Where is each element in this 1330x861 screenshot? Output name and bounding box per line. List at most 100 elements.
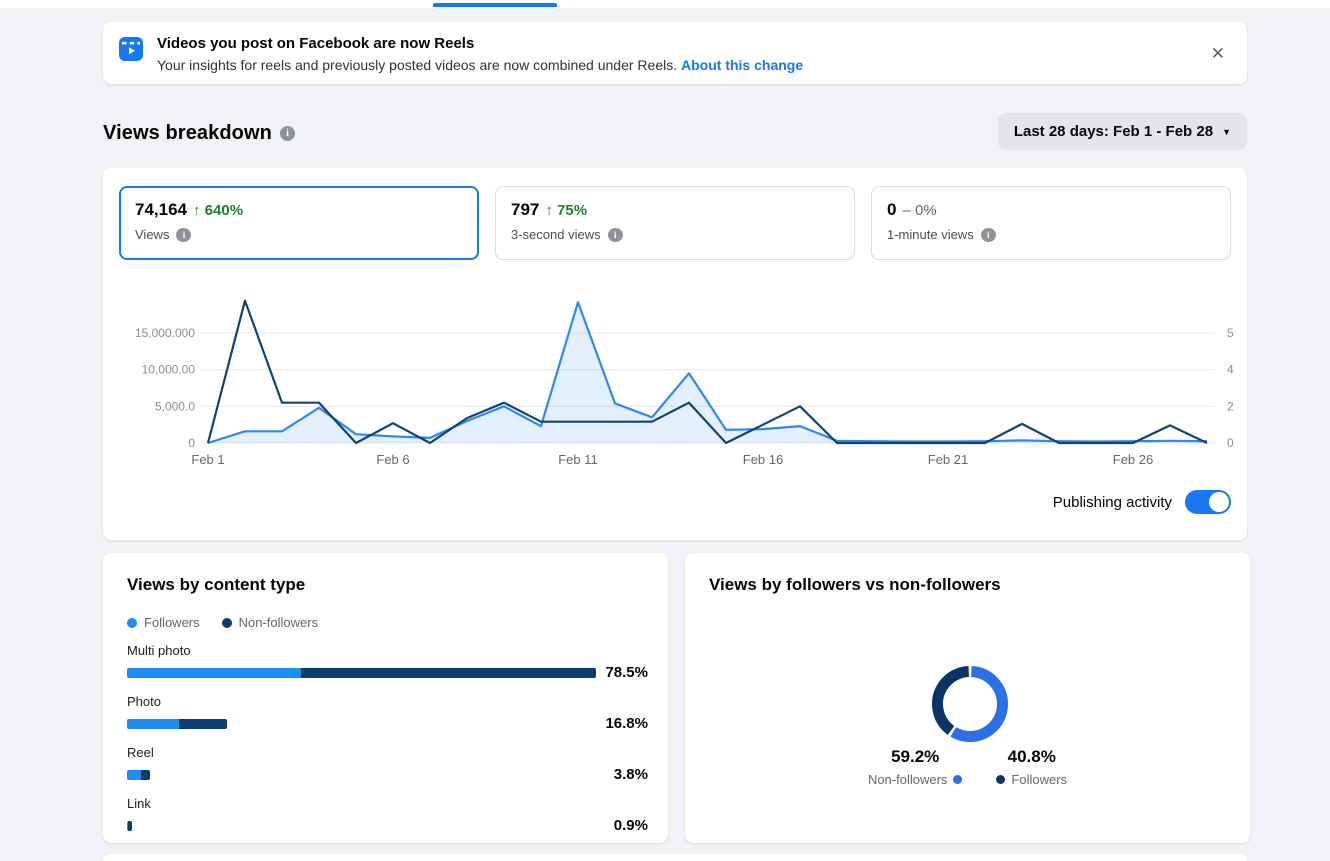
content-type-value: 0.9% (613, 817, 648, 834)
y-axis-right-tick: 5 (1227, 326, 1234, 340)
stat-delta-value: 75% (557, 202, 588, 219)
views-area-fill (208, 302, 1207, 443)
content-type-value: 78.5% (605, 664, 648, 681)
toggle-knob (1209, 492, 1229, 512)
views-line-chart: 15,000.000 5 10,000.00 4 5,000.0 2 0 0 Feb 1 Feb … (103, 268, 1247, 478)
dash-icon: – (902, 202, 911, 219)
publishing-activity-toggle-row: Publishing activity (1053, 490, 1231, 514)
donut-legend-item: 59.2% Non-followers (868, 747, 963, 787)
banner-body-text: Your insights for reels and previously p… (157, 57, 678, 73)
content-type-bars: Multi photo 78.5% Photo 16.8% Reel (127, 643, 652, 834)
top-tab-strip (0, 0, 1330, 8)
legend-dot-icon (127, 617, 137, 628)
stat-delta-value: 0% (914, 202, 937, 219)
donut-percentage: 59.2% (891, 747, 940, 766)
y-axis-left-tick: 5,000.0 (155, 399, 195, 413)
y-axis-right-tick: 2 (1227, 399, 1234, 413)
followers-segment (127, 718, 180, 729)
x-axis-tick: Feb 16 (743, 452, 783, 467)
followers-donut-chart (925, 659, 1015, 749)
x-axis-tick: Feb 1 (191, 452, 224, 467)
stat-card-views[interactable]: 74,164 ↑ 640% Views i (119, 186, 479, 260)
legend-item-followers: Followers (127, 615, 200, 630)
section-header: Views breakdown i Last 28 days: Feb 1 - … (103, 113, 1247, 153)
close-icon[interactable]: ✕ (1210, 44, 1225, 63)
arrow-up-icon: ↑ (545, 202, 553, 219)
legend-dot-icon (996, 775, 1006, 784)
content-type-label: Photo (127, 694, 161, 709)
views-breakdown-card: 74,164 ↑ 640% Views i 797 ↑ 75% 3-second vi… (103, 168, 1247, 540)
y-axis-left-tick: 15,000.000 (135, 326, 195, 340)
content-type-bar (127, 820, 133, 831)
content-type-legend: Followers Non-followers (127, 615, 652, 630)
content-type-bar (127, 667, 596, 678)
donut-label: Followers (996, 772, 1067, 787)
content-type-row: Multi photo 78.5% (127, 643, 652, 681)
y-axis-right-tick: 0 (1227, 436, 1234, 450)
stat-delta: ↑ 75% (545, 202, 587, 219)
non-followers-segment (128, 820, 133, 831)
info-icon[interactable]: i (279, 125, 295, 141)
followers-segment (127, 769, 141, 780)
content-type-value: 16.8% (605, 715, 648, 732)
y-axis-right-tick: 4 (1227, 363, 1234, 377)
donut-legend-item: 40.8% Followers (996, 747, 1067, 787)
date-range-label: Last 28 days: Feb 1 - Feb 28 (1013, 123, 1214, 140)
card-title: Views by followers vs non-followers (709, 575, 1001, 594)
x-axis-tick: Feb 11 (558, 452, 598, 467)
stat-card-3-second-views[interactable]: 797 ↑ 75% 3-second views i (495, 186, 855, 260)
stat-label-text: 3-second views (511, 227, 601, 242)
stat-value: 74,164 (135, 200, 187, 219)
date-range-selector[interactable]: Last 28 days: Feb 1 - Feb 28 ▼ (997, 113, 1247, 150)
content-type-label: Multi photo (127, 643, 191, 658)
stat-delta: ↑ 640% (193, 202, 243, 219)
content-type-row: Reel 3.8% (127, 745, 652, 783)
content-type-label: Link (127, 796, 151, 811)
y-axis-left-tick: 0 (188, 436, 195, 450)
y-axis-left-tick: 10,000.00 (142, 363, 196, 377)
reels-notice-banner: Videos you post on Facebook are now Reel… (103, 22, 1247, 84)
legend-item-non-followers: Non-followers (221, 615, 318, 630)
donut-legend: 59.2% Non-followers 40.8% Followers (685, 747, 1250, 787)
chevron-down-icon: ▼ (1222, 126, 1231, 137)
banner-title: Videos you post on Facebook are now Reel… (157, 35, 475, 52)
active-tab-indicator (433, 3, 557, 7)
stat-delta: – 0% (902, 202, 936, 219)
reels-icon (119, 37, 143, 61)
banner-body: Your insights for reels and previously p… (157, 56, 1205, 75)
donut-label: Non-followers (868, 772, 963, 787)
non-followers-segment (300, 667, 596, 678)
x-axis-tick: Feb 21 (928, 452, 968, 467)
content-type-label: Reel (127, 745, 154, 760)
x-axis-tick: Feb 6 (376, 452, 409, 467)
views-by-content-type-card: Views by content type Followers Non-follo… (103, 553, 668, 843)
content-type-bar (127, 769, 150, 780)
x-axis-tick: Feb 26 (1113, 452, 1153, 467)
donut-percentage: 40.8% (1007, 747, 1056, 766)
about-this-change-link[interactable]: About this change (681, 57, 804, 73)
followers-segment (127, 667, 301, 678)
card-title: Views by content type (127, 575, 306, 594)
info-icon[interactable]: i (176, 227, 192, 242)
followers-segment (127, 820, 129, 831)
stat-delta-value: 640% (204, 202, 244, 219)
publishing-activity-toggle[interactable] (1185, 490, 1231, 514)
content-type-bar (127, 718, 228, 729)
non-followers-segment (179, 718, 228, 729)
info-icon[interactable]: i (980, 227, 996, 242)
views-line (207, 301, 1208, 445)
donut-slice-followers (931, 666, 1008, 742)
content-type-value: 3.8% (613, 766, 648, 783)
content-type-row: Photo 16.8% (127, 694, 652, 732)
publishing-activity-line (206, 299, 1208, 445)
stat-value: 797 (511, 200, 540, 219)
arrow-up-icon: ↑ (193, 202, 201, 219)
info-icon[interactable]: i (607, 227, 623, 242)
legend-dot-icon (221, 617, 232, 628)
publishing-activity-label: Publishing activity (1052, 493, 1172, 511)
stat-label-text: Views (135, 227, 170, 242)
non-followers-segment (140, 769, 150, 780)
stat-card-1-minute-views[interactable]: 0– 0% 1-minute views i (871, 186, 1231, 260)
stat-value: 0 (887, 200, 897, 219)
stat-label-text: 1-minute views (887, 227, 974, 242)
